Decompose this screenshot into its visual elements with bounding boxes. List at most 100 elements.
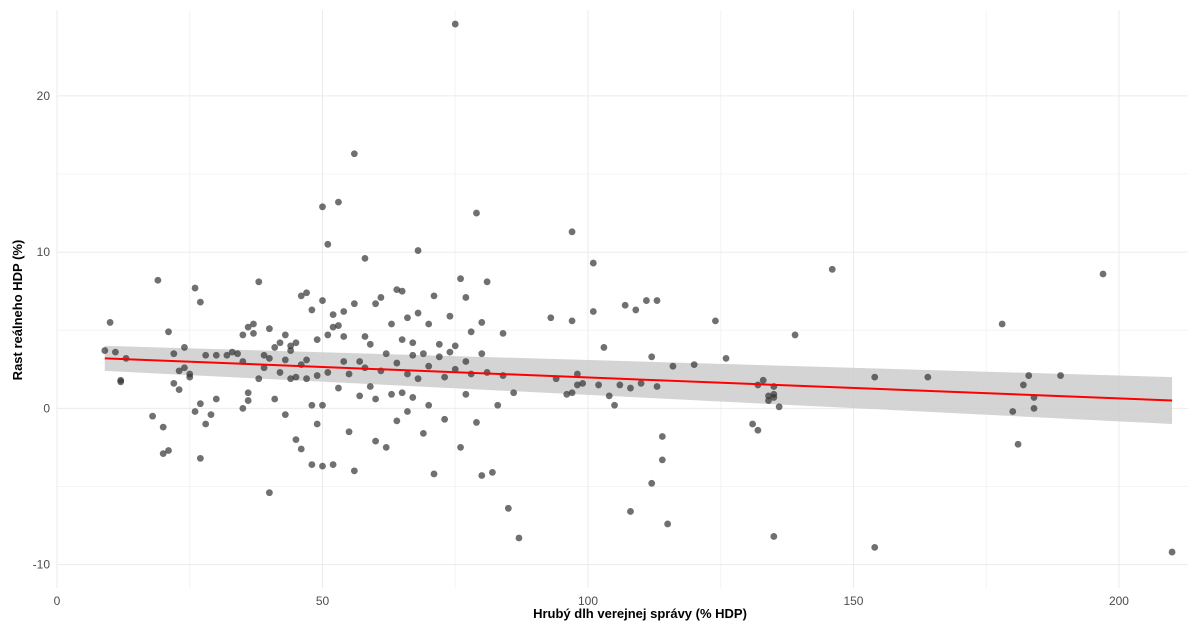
data-point — [324, 369, 332, 376]
data-point — [770, 533, 778, 540]
data-point — [1019, 381, 1027, 389]
data-point — [441, 415, 449, 423]
data-point — [393, 359, 401, 367]
data-point — [425, 362, 433, 370]
data-point — [568, 228, 576, 236]
data-point — [329, 323, 337, 331]
y-tick-label: 10 — [37, 245, 51, 259]
data-point — [292, 339, 300, 347]
data-point — [313, 372, 321, 379]
x-axis-ticks: 0 50 100 150 200 — [54, 594, 1130, 608]
data-point — [345, 370, 353, 378]
data-point — [1009, 408, 1017, 415]
data-point — [642, 297, 650, 304]
data-point — [435, 340, 443, 348]
grid — [56, 10, 1188, 588]
data-point — [281, 411, 289, 418]
y-tick-label: -10 — [33, 558, 51, 572]
data-point — [196, 400, 204, 408]
data-point — [250, 329, 257, 337]
data-point — [430, 292, 438, 300]
data-point — [308, 306, 316, 314]
data-point — [653, 297, 661, 304]
data-point — [297, 292, 305, 300]
data-point — [117, 378, 125, 386]
data-point — [388, 390, 395, 398]
data-point — [212, 395, 220, 403]
data-point — [404, 408, 411, 415]
data-point — [244, 323, 252, 331]
data-point — [828, 265, 836, 273]
data-point — [287, 342, 295, 350]
data-point — [414, 375, 422, 383]
data-point — [871, 543, 879, 551]
data-point — [393, 286, 401, 294]
data-point — [191, 408, 199, 415]
data-point — [324, 331, 332, 339]
data-point — [361, 254, 369, 262]
data-point — [504, 504, 512, 512]
data-point — [467, 328, 475, 336]
data-point — [265, 354, 273, 362]
data-point — [366, 340, 374, 348]
data-point — [467, 370, 475, 378]
data-point — [483, 278, 491, 286]
data-point — [563, 390, 571, 398]
data-point — [398, 336, 406, 344]
data-point — [478, 472, 486, 479]
data-point — [170, 350, 178, 358]
y-tick-label: 20 — [37, 89, 51, 103]
x-tick-label: 0 — [54, 594, 61, 608]
data-point — [871, 373, 879, 381]
data-point — [159, 450, 167, 458]
data-point — [372, 395, 379, 403]
data-point — [350, 467, 358, 475]
data-point — [202, 420, 210, 428]
data-point — [600, 344, 608, 351]
data-point — [478, 319, 486, 326]
data-point — [170, 379, 178, 387]
data-point — [340, 308, 348, 315]
data-point — [329, 461, 337, 468]
x-tick-label: 200 — [1109, 594, 1129, 608]
data-point — [462, 294, 470, 301]
data-point — [388, 320, 395, 328]
data-point — [775, 403, 783, 411]
data-point — [648, 353, 656, 361]
data-point — [149, 412, 156, 420]
data-point — [515, 534, 523, 542]
data-point — [313, 420, 321, 428]
data-point — [749, 420, 756, 428]
data-point — [281, 356, 289, 364]
data-point — [345, 428, 353, 436]
data-point — [366, 383, 374, 390]
data-point — [770, 394, 778, 401]
data-point — [244, 389, 252, 397]
data-point — [112, 348, 119, 356]
data-point — [106, 319, 114, 326]
y-axis-ticks: -10 0 10 20 — [33, 89, 51, 572]
data-point — [499, 329, 507, 337]
data-point — [350, 150, 358, 158]
data-point — [457, 275, 464, 283]
data-point — [1014, 440, 1022, 448]
data-point — [265, 325, 273, 333]
data-point — [722, 354, 730, 362]
data-point — [478, 350, 486, 358]
data-point — [409, 339, 417, 347]
data-point — [435, 353, 443, 361]
data-point — [244, 397, 252, 404]
data-point — [579, 379, 587, 387]
data-point — [414, 247, 422, 254]
data-point — [165, 328, 172, 336]
data-point — [329, 311, 337, 319]
data-point — [191, 284, 199, 292]
data-point — [451, 342, 459, 350]
data-point — [287, 347, 295, 354]
y-axis-title: Rast reálneho HDP (%) — [10, 240, 25, 381]
data-point — [568, 389, 576, 397]
data-point — [568, 317, 576, 325]
data-point — [212, 351, 220, 359]
data-point — [409, 394, 417, 401]
data-point — [319, 297, 326, 304]
